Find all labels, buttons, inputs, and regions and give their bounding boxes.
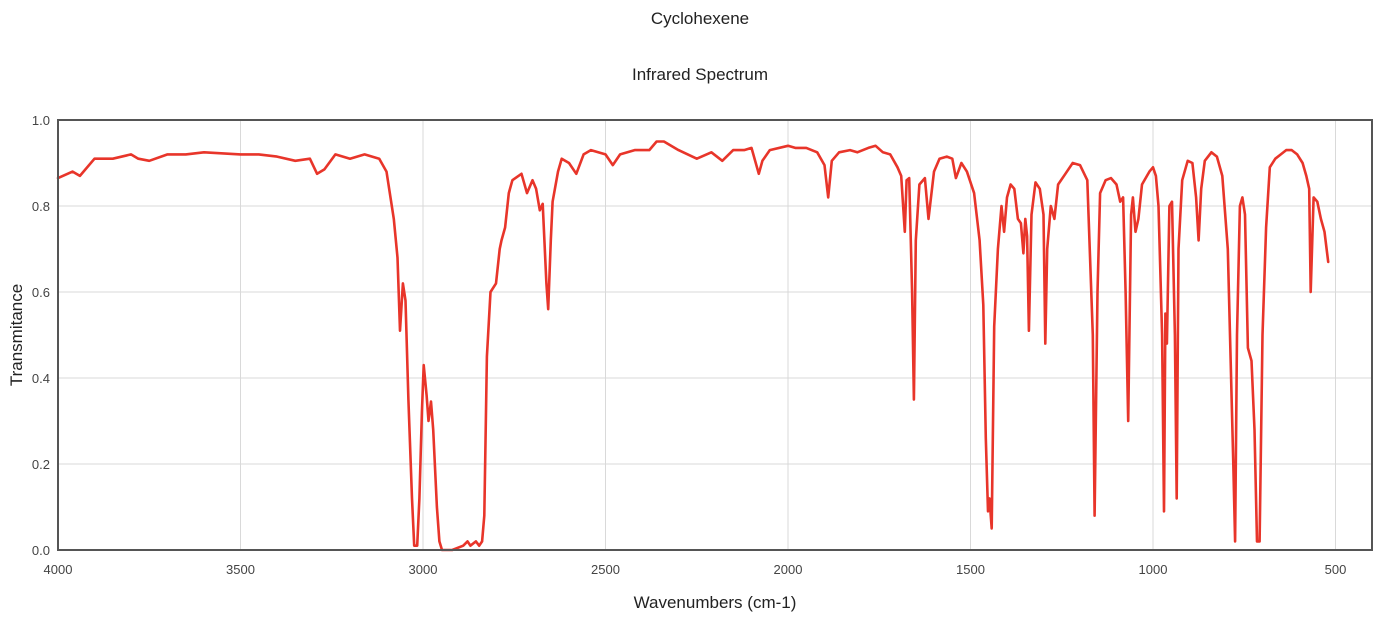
- chart-title: Cyclohexene: [651, 9, 749, 28]
- x-axis-ticks: 4000 3500 3000 2500 2000 1500 1000 500: [44, 562, 1347, 577]
- x-tick-label: 1000: [1139, 562, 1168, 577]
- y-tick-label: 0.2: [32, 457, 50, 472]
- chart-subtitle: Infrared Spectrum: [632, 65, 768, 84]
- plot-area: [56, 140, 1330, 552]
- y-axis-label: Transmitance: [7, 284, 26, 386]
- x-axis-label: Wavenumbers (cm-1): [634, 593, 797, 612]
- x-tick-label: 2000: [774, 562, 803, 577]
- x-tick-label: 500: [1325, 562, 1347, 577]
- y-tick-label: 0.4: [32, 371, 50, 386]
- plot-frame: [57, 119, 1373, 551]
- y-tick-label: 0.0: [32, 543, 50, 558]
- x-tick-label: 1500: [956, 562, 985, 577]
- x-tick-label: 3500: [226, 562, 255, 577]
- y-tick-label: 0.8: [32, 199, 50, 214]
- x-tick-label: 2500: [591, 562, 620, 577]
- x-tick-label: 4000: [44, 562, 73, 577]
- y-tick-label: 0.6: [32, 285, 50, 300]
- y-axis-ticks: 0.0 0.2 0.4 0.6 0.8 1.0: [32, 113, 50, 558]
- x-tick-label: 3000: [409, 562, 438, 577]
- y-tick-label: 1.0: [32, 113, 50, 128]
- spectrum-line: [56, 140, 1330, 552]
